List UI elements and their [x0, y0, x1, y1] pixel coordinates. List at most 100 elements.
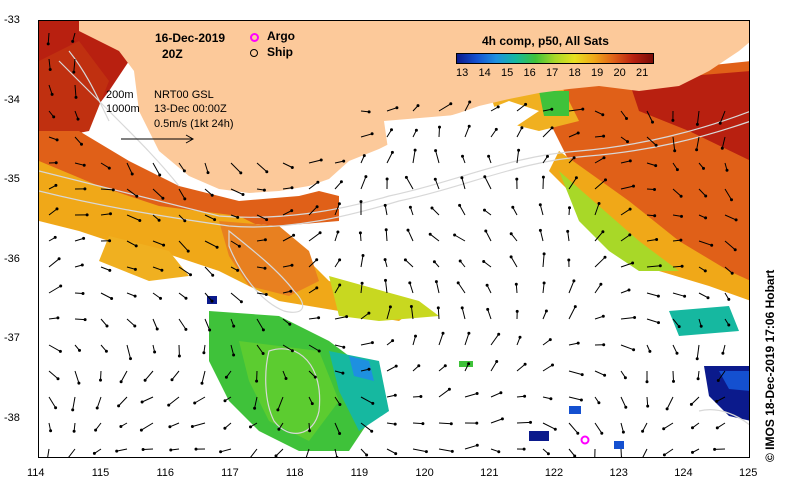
current-vector: [220, 448, 232, 453]
y-tick-label: -38: [4, 411, 20, 424]
current-vector-head: [159, 296, 162, 300]
current-vector: [672, 292, 685, 297]
current-vector-head: [249, 425, 252, 429]
current-vector-head: [483, 175, 487, 179]
current-vector: [334, 203, 340, 216]
current-vector: [168, 396, 180, 406]
argo-float-marker[interactable]: [580, 435, 590, 445]
current-vector-head: [514, 282, 518, 286]
current-vector-head: [141, 448, 145, 451]
current-vector-head: [262, 188, 266, 192]
current-vector-head: [83, 187, 87, 191]
current-vector: [334, 231, 339, 242]
current-vector: [204, 266, 214, 276]
current-vector-head: [576, 341, 580, 345]
x-tick-label: 115: [91, 467, 110, 479]
current-vector-head: [485, 283, 489, 287]
current-vector-head: [601, 113, 605, 117]
current-vector-head: [715, 426, 719, 430]
current-vector-head: [704, 216, 708, 220]
current-vector: [490, 333, 500, 346]
current-vector-head: [456, 281, 460, 285]
map-panel[interactable]: [38, 20, 750, 458]
current-vector-head: [107, 166, 111, 170]
current-vector: [516, 150, 520, 164]
colorbar-tick-label: 20: [613, 67, 626, 79]
current-vector-head: [441, 331, 445, 335]
current-vector: [719, 110, 726, 124]
current-vector-head: [71, 39, 75, 43]
colorbar-gradient: [456, 53, 654, 64]
current-vector-head: [390, 150, 394, 154]
current-vector-head: [706, 296, 710, 300]
current-vector-head: [509, 255, 513, 259]
current-vector: [620, 422, 624, 433]
current-vector-head: [370, 132, 374, 136]
current-vector: [407, 229, 414, 242]
current-vector: [438, 333, 444, 346]
current-vector-head: [523, 362, 527, 366]
current-vector: [663, 422, 674, 430]
current-vector-head: [99, 378, 102, 382]
current-vector-head: [671, 118, 675, 122]
current-vector: [646, 239, 657, 242]
current-vector-head: [82, 236, 86, 240]
current-vector: [250, 448, 258, 457]
current-vector: [464, 126, 470, 138]
current-vector-head: [338, 283, 342, 287]
current-vector-head: [211, 273, 215, 277]
current-vector-head: [316, 180, 320, 184]
current-vector-head: [520, 126, 524, 130]
current-vector-head: [315, 258, 319, 262]
current-vector-head: [367, 110, 371, 114]
current-vector-head: [345, 315, 349, 319]
current-vector-head: [46, 42, 50, 46]
current-vector-head: [194, 447, 198, 451]
current-vectors: [46, 32, 738, 459]
current-vector-head: [695, 122, 699, 126]
current-vector: [100, 292, 112, 299]
current-vector-head: [82, 163, 86, 167]
current-vector: [542, 339, 551, 346]
current-vector-head: [210, 299, 214, 303]
current-vector: [48, 84, 53, 95]
current-vector-head: [414, 128, 418, 132]
current-vector: [405, 177, 414, 190]
current-vector-head: [104, 349, 108, 353]
current-vector-head: [494, 127, 498, 131]
current-vector: [308, 206, 318, 216]
current-vector-head: [620, 456, 623, 457]
current-vector-head: [475, 421, 479, 425]
current-vector-head: [155, 327, 159, 331]
current-vector-head: [632, 184, 635, 188]
current-vector: [141, 422, 154, 431]
current-vector-head: [135, 194, 139, 198]
current-vector-head: [626, 140, 629, 144]
current-vector: [48, 258, 60, 268]
current-vector: [696, 344, 700, 359]
current-vector: [386, 152, 393, 164]
current-vector-head: [542, 281, 546, 285]
current-vector-head: [704, 194, 708, 198]
current-vector-head: [522, 447, 526, 451]
current-vector-head: [265, 170, 269, 174]
current-vector-head: [576, 131, 580, 135]
current-vector-head: [434, 149, 438, 153]
current-vector: [672, 370, 674, 382]
current-vector-head: [716, 379, 720, 382]
current-vector: [116, 448, 128, 452]
colorbar-tick-label: 14: [478, 67, 491, 79]
current-vector-head: [72, 70, 76, 74]
current-vector: [178, 240, 189, 252]
current-vector: [672, 188, 682, 197]
current-vector: [620, 262, 633, 268]
current-vector-head: [342, 345, 346, 349]
current-vector-head: [408, 281, 412, 285]
colorbar-title: 4h comp, p50, All Sats: [482, 34, 609, 48]
current-vector: [438, 388, 450, 398]
current-vector-head: [546, 154, 549, 158]
current-vector-head: [305, 458, 307, 459]
current-vector-head: [467, 331, 471, 335]
current-vector-head: [434, 280, 438, 284]
current-vector-head: [184, 327, 188, 331]
